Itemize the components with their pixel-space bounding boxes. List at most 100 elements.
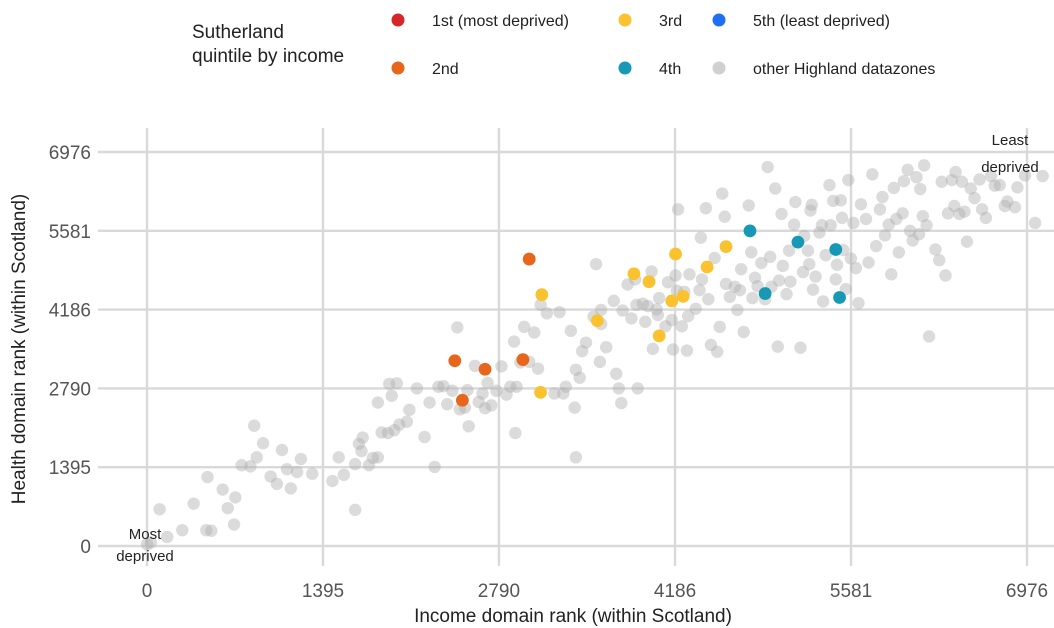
point-other [852, 296, 865, 310]
point-other [579, 336, 593, 349]
point-other [348, 503, 362, 517]
point-other [248, 419, 261, 432]
point-other [661, 276, 675, 289]
point-other [929, 243, 942, 256]
point-other [441, 398, 454, 411]
point-3rd [665, 294, 679, 308]
point-other [782, 244, 796, 257]
point-other [410, 382, 424, 395]
point-other [731, 303, 744, 317]
point-other [362, 459, 376, 472]
point-other [958, 205, 971, 218]
point-other [250, 451, 263, 464]
point-3rd [627, 267, 641, 281]
x-tick-label: 6976 [1006, 581, 1048, 602]
legend-swatch [618, 61, 632, 75]
point-other [1018, 169, 1032, 182]
point-other [968, 191, 981, 205]
series-other-highland-datazones [140, 159, 1049, 551]
legend-label: 4th [659, 61, 681, 78]
point-other [564, 324, 578, 338]
point-other [490, 384, 503, 397]
point-other [819, 248, 832, 262]
point-other [842, 173, 855, 187]
legend-item-2nd: 2nd [391, 61, 459, 78]
point-other [948, 199, 961, 213]
legend-swatch [618, 13, 632, 27]
point-other [294, 452, 308, 466]
point-other [621, 278, 634, 291]
point-other [432, 380, 445, 393]
point-other [290, 465, 304, 479]
y-tick-label: 2790 [49, 379, 91, 400]
point-other [616, 304, 629, 317]
point-other [897, 174, 911, 188]
point-other [964, 182, 977, 195]
point-other [235, 459, 248, 472]
point-other [835, 211, 849, 225]
point-other [683, 268, 696, 281]
point-other [625, 312, 638, 325]
point-other [745, 246, 758, 259]
point-other [528, 326, 541, 339]
annotation-line: Most [129, 526, 162, 543]
point-other [500, 388, 513, 401]
point-other [830, 258, 844, 271]
point-other [665, 313, 678, 327]
point-other [761, 160, 774, 174]
data-points [140, 159, 1049, 551]
point-other [804, 204, 817, 217]
point-other [423, 396, 436, 409]
point-other [945, 173, 959, 187]
point-other [559, 380, 573, 393]
point-other [646, 342, 660, 356]
y-tick-label: 1395 [49, 458, 91, 479]
point-4th [829, 243, 843, 256]
point-other [599, 340, 613, 354]
point-other [903, 224, 917, 238]
point-other [472, 395, 485, 409]
legend-item-other-highland-datazones: other Highland datazones [712, 61, 935, 78]
point-other [381, 426, 395, 440]
point-other [669, 269, 682, 282]
point-other [771, 340, 784, 353]
point-other [244, 460, 257, 473]
point-other [495, 360, 508, 373]
x-tick-label: 4186 [654, 581, 696, 602]
y-axis-title: Health domain rank (within Scotland) [9, 194, 30, 505]
point-other [383, 377, 396, 391]
point-other [229, 491, 242, 504]
point-other [824, 218, 837, 232]
point-other [681, 309, 695, 323]
point-other [650, 303, 663, 316]
point-other [708, 251, 721, 265]
y-tick-label: 0 [80, 537, 91, 558]
point-other [227, 518, 241, 531]
legend-label: 2nd [432, 61, 459, 78]
point-other [789, 195, 802, 209]
point-other [695, 273, 709, 286]
point-other [689, 302, 702, 315]
point-other [1011, 181, 1024, 194]
point-other [890, 212, 903, 226]
point-other [332, 451, 345, 464]
point-other [885, 268, 898, 281]
point-3rd [676, 289, 690, 303]
point-other [805, 198, 818, 212]
point-other [847, 216, 860, 230]
point-other [666, 343, 680, 356]
point-other [607, 294, 620, 308]
point-other [827, 194, 840, 208]
point-other [887, 181, 900, 195]
point-other [718, 210, 731, 223]
point-other [507, 335, 521, 348]
point-other [772, 274, 786, 287]
point-other [216, 483, 229, 496]
point-other [306, 467, 319, 480]
point-other [462, 420, 475, 433]
point-other [476, 387, 489, 400]
point-other [390, 377, 403, 390]
point-other [917, 159, 931, 172]
point-other [478, 401, 492, 415]
